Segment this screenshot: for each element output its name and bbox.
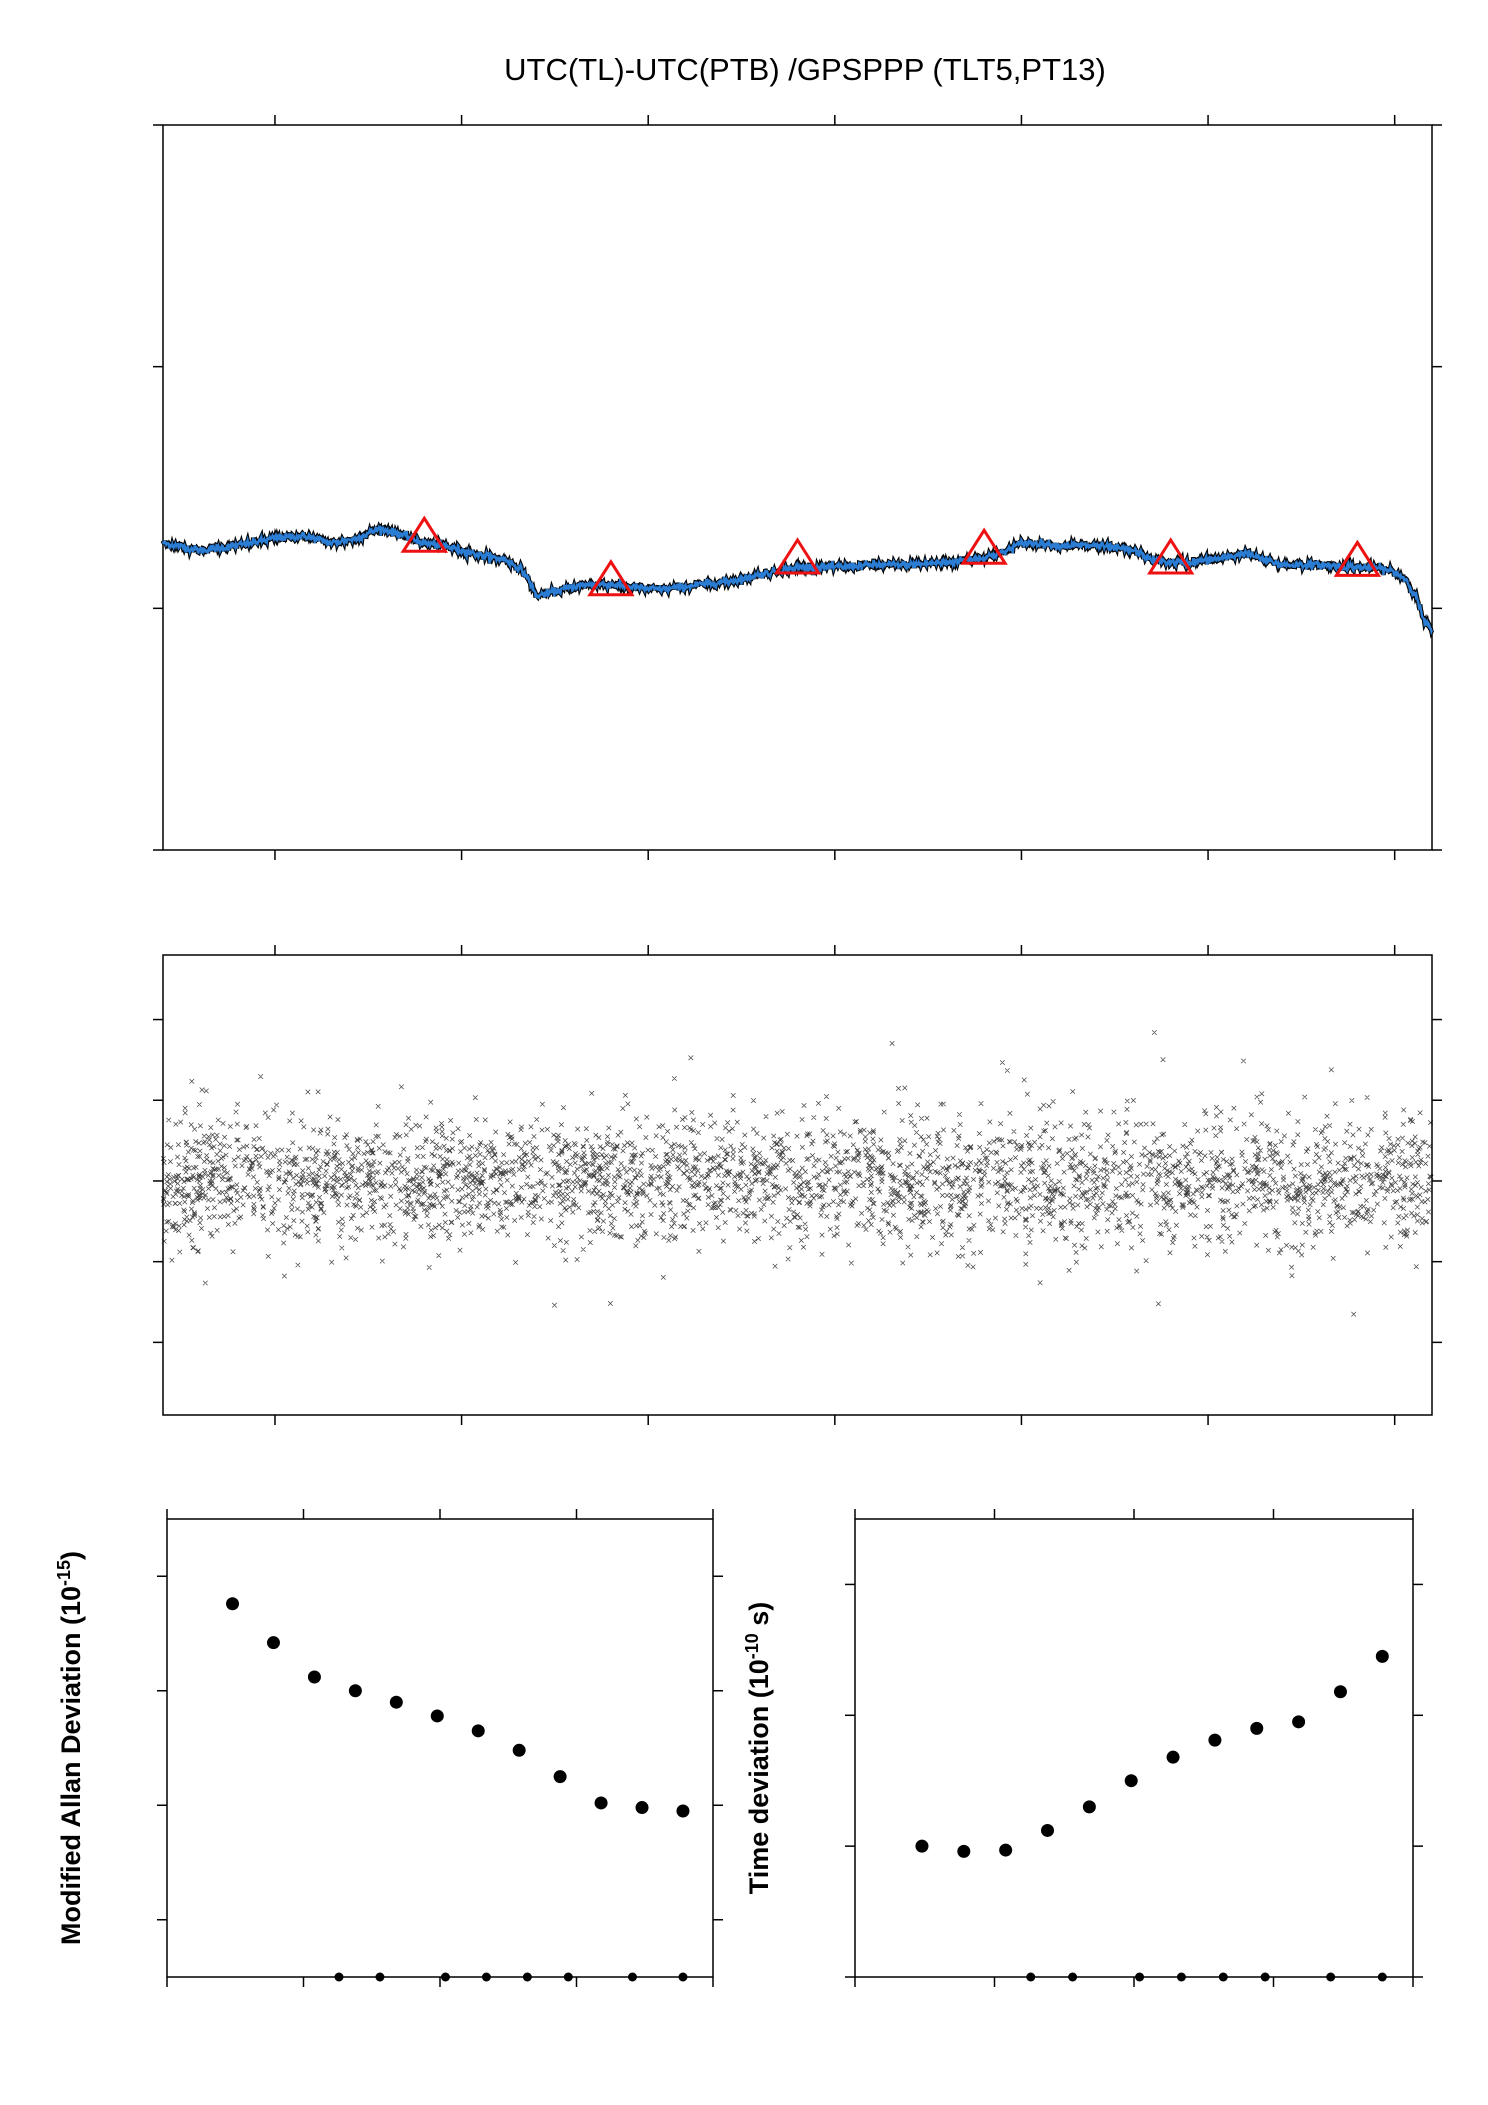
- ref-point: [522, 1972, 532, 1982]
- chart-residuals: [153, 945, 1442, 1425]
- stability-point: [1208, 1733, 1222, 1747]
- ref-point: [563, 1972, 573, 1982]
- chart-time-difference: [153, 115, 1442, 860]
- stability-point: [1333, 1685, 1347, 1699]
- ref-point: [481, 1972, 491, 1982]
- ref-point: [1026, 1972, 1036, 1982]
- ref-point: [1176, 1972, 1186, 1982]
- stability-point: [430, 1709, 444, 1723]
- triangle-marker: [400, 515, 449, 553]
- ref-point: [375, 1972, 385, 1982]
- plot-frame: [162, 954, 1433, 1416]
- stability-point: [915, 1839, 929, 1853]
- y-axis-label-main: Modified Allan Deviation (10: [56, 1586, 86, 1945]
- stability-point: [957, 1844, 971, 1858]
- figure-title: UTC(TL)-UTC(PTB) /GPSPPP (TLT5,PT13): [504, 52, 1106, 87]
- stability-point: [1082, 1800, 1096, 1814]
- y-axis-label-exponent: -10: [742, 1633, 762, 1659]
- stability-point: [266, 1636, 280, 1650]
- ref-point: [334, 1972, 344, 1982]
- series-line: [161, 523, 1434, 636]
- residual-marks: [160, 1029, 1434, 1317]
- y-axis-label-end: ): [56, 1551, 86, 1560]
- triangle-marker: [587, 559, 635, 597]
- ref-point: [1218, 1972, 1228, 1982]
- stability-point: [1124, 1774, 1138, 1788]
- stability-point: [1292, 1715, 1306, 1729]
- triangle-marker: [1333, 539, 1382, 577]
- stability-point: [1375, 1649, 1389, 1663]
- stability-point: [1250, 1721, 1264, 1735]
- triangle-marker: [773, 537, 822, 575]
- residual-points: [160, 1029, 1434, 1317]
- stability-point: [594, 1796, 608, 1810]
- stability-point: [1166, 1750, 1180, 1764]
- chart-time-deviation: Time deviation (10-10 s): [742, 1509, 1423, 1987]
- stability-point: [999, 1843, 1013, 1857]
- stability-point: [226, 1597, 240, 1611]
- stability-point: [676, 1804, 690, 1818]
- y-axis-label-end: s): [744, 1602, 774, 1634]
- y-axis-label-main: Time deviation (10: [744, 1659, 774, 1894]
- stability-point: [635, 1801, 649, 1815]
- triangle-marker: [1146, 537, 1195, 575]
- ref-point: [1260, 1972, 1270, 1982]
- chart-modified-allan-deviation: Modified Allan Deviation (10-15): [54, 1509, 723, 1987]
- y-axis-label: Modified Allan Deviation (10-15): [54, 1551, 86, 1945]
- plot-frame: [162, 124, 1433, 851]
- stability-point: [307, 1670, 321, 1684]
- y-axis-label: Time deviation (10-10 s): [742, 1602, 774, 1895]
- ref-point: [678, 1972, 688, 1982]
- stability-point: [553, 1770, 567, 1784]
- ref-point: [1326, 1972, 1336, 1982]
- stability-point: [348, 1684, 362, 1698]
- y-axis-label-exponent: -15: [54, 1560, 74, 1586]
- stability-point: [389, 1695, 403, 1709]
- ref-point: [1377, 1972, 1387, 1982]
- plot-frame: [854, 1518, 1414, 1978]
- ref-point: [1135, 1972, 1145, 1982]
- stability-point: [512, 1743, 526, 1757]
- ref-point: [627, 1972, 637, 1982]
- stability-point: [471, 1724, 485, 1738]
- triangle-marker: [960, 527, 1008, 565]
- ref-point: [440, 1972, 450, 1982]
- stability-point: [1041, 1823, 1055, 1837]
- plot-frame: [166, 1518, 714, 1978]
- ref-point: [1068, 1972, 1078, 1982]
